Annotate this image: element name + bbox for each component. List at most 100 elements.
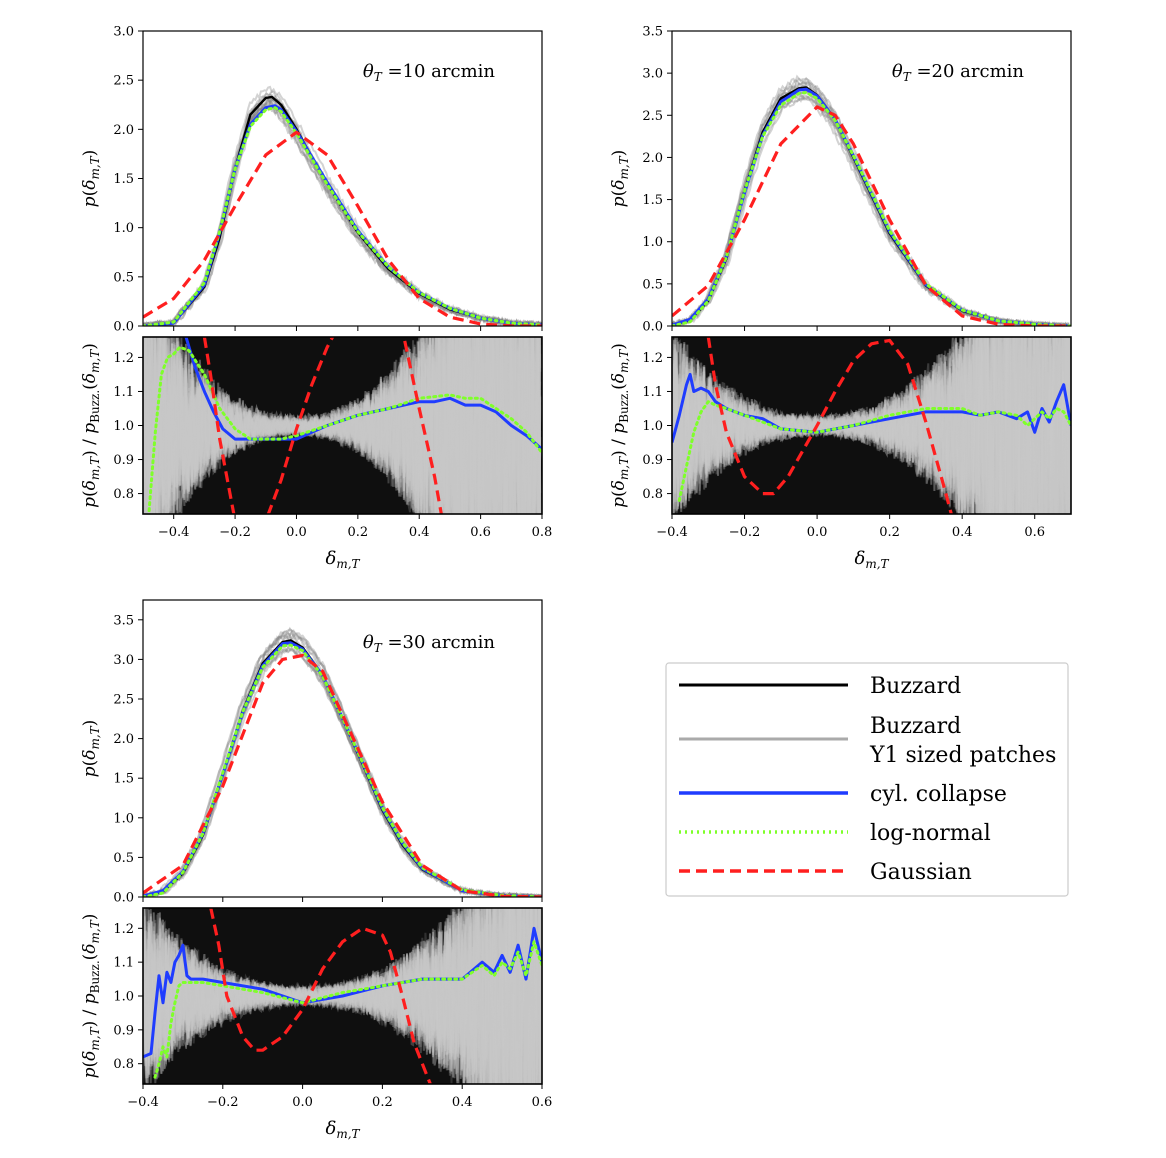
patch-ratio-curve bbox=[672, 337, 1071, 514]
xtick-label: −0.4 bbox=[158, 525, 190, 540]
gaussian-ratio-curve bbox=[202, 337, 443, 514]
patch-ratio-curve bbox=[672, 337, 1071, 514]
patch-ratio-curve bbox=[672, 337, 1070, 514]
patch-curve bbox=[143, 645, 542, 897]
ytick-label: 1.1 bbox=[113, 956, 134, 971]
top-axes-frame bbox=[142, 599, 543, 898]
patch-ratio-curve bbox=[672, 337, 1071, 514]
patch-ratio-curve bbox=[672, 337, 1071, 514]
lognormal-curve bbox=[143, 643, 542, 897]
ytick-label: 3.5 bbox=[113, 613, 134, 628]
lognormal-ratio-curve bbox=[147, 345, 542, 513]
patch-ratio-curve bbox=[143, 908, 542, 1084]
patch-ratio-curve bbox=[143, 337, 542, 514]
ytick-label: 1.1 bbox=[113, 385, 134, 400]
patch-ratio-curve bbox=[143, 337, 540, 514]
patch-ratio-curve bbox=[143, 908, 542, 1084]
patch-curve bbox=[143, 648, 542, 897]
bottom-plot-area bbox=[143, 908, 542, 1084]
legend-label-buzzard: Buzzard bbox=[870, 674, 961, 699]
xlabel: δm,T bbox=[325, 548, 360, 571]
patch-ratio-curve bbox=[143, 908, 542, 1084]
patch-ratio-curve bbox=[143, 337, 541, 514]
ylabel-top: p(δm,T) bbox=[80, 720, 102, 778]
xtick-label: 0.2 bbox=[348, 525, 369, 540]
patch-curve bbox=[672, 94, 1070, 326]
patch-ratio-curve bbox=[143, 337, 542, 514]
top-plot-area bbox=[143, 626, 542, 897]
patch-ratio-curve bbox=[672, 337, 1071, 514]
patch-ratio-curve bbox=[143, 337, 542, 514]
patch-curve bbox=[143, 628, 542, 897]
patch-ratio-curve bbox=[143, 908, 542, 1084]
legend: Buzzard Buzzard Y1 sized patches cyl. col… bbox=[665, 662, 1069, 897]
xtick-label: 0.6 bbox=[1024, 525, 1045, 540]
patch-ratio-curve bbox=[672, 337, 1071, 514]
patch-curve bbox=[143, 641, 542, 897]
lognormal-curve bbox=[143, 106, 542, 326]
ytick-label: 0.5 bbox=[113, 270, 134, 285]
patch-ratio-curve bbox=[672, 337, 1071, 514]
patch-curve bbox=[143, 631, 542, 897]
patch-ratio-curve bbox=[143, 337, 542, 514]
patch-curve bbox=[143, 640, 542, 897]
patch-ratio-curve bbox=[143, 337, 542, 514]
patch-curve bbox=[672, 92, 1070, 326]
ytick-label: 1.0 bbox=[642, 419, 663, 434]
panel-theta-30: 0.0 0.5 1.0 1.5 2.0 2.5 3.0 3.5 θT =30 arcmin p(δ… bbox=[80, 599, 552, 1141]
patch-ratio-curve bbox=[143, 337, 542, 514]
patch-ratio-curve bbox=[672, 337, 1071, 514]
patch-ratio-curve bbox=[143, 337, 542, 514]
ylabel-top: p(δm,T) bbox=[609, 150, 631, 208]
xtick-label: −0.4 bbox=[656, 525, 688, 540]
patch-ratio-curve bbox=[143, 337, 542, 514]
patch-ratio-curve bbox=[143, 337, 540, 514]
patch-ratio-curve bbox=[143, 337, 540, 514]
ytick-label: 0.8 bbox=[113, 487, 134, 502]
bottom-plot-area bbox=[672, 337, 1071, 514]
ytick-label: 2.0 bbox=[642, 151, 663, 166]
ytick-label: 0.8 bbox=[113, 1057, 134, 1072]
xtick-label: 0.0 bbox=[286, 525, 307, 540]
buzzard-curve bbox=[143, 639, 542, 897]
legend-label-lognormal: log-normal bbox=[870, 821, 991, 846]
patch-ratio-curve bbox=[672, 337, 1071, 514]
patch-curve bbox=[143, 645, 542, 897]
panel-annotation: θT =30 arcmin bbox=[363, 632, 496, 655]
ytick-label: 0.0 bbox=[642, 320, 663, 335]
ytick-label: 2.5 bbox=[113, 74, 134, 89]
patch-ratio-curve bbox=[672, 337, 1071, 514]
ytick-label: 2.0 bbox=[113, 123, 134, 138]
ytick-label: 1.0 bbox=[642, 235, 663, 250]
xtick-label: 0.2 bbox=[372, 1095, 393, 1110]
ytick-label: 0.9 bbox=[113, 453, 134, 468]
patch-ratio-curve bbox=[143, 337, 542, 514]
patch-ratio-curve bbox=[143, 337, 542, 514]
ytick-label: 3.0 bbox=[113, 653, 134, 668]
patch-ratio-curve bbox=[143, 337, 542, 514]
patch-curve bbox=[143, 633, 542, 897]
patch-ratio-curve bbox=[143, 337, 542, 514]
patch-ratio-curve bbox=[672, 337, 1071, 514]
patch-ratio-curve bbox=[672, 337, 1071, 514]
ytick-label: 0.0 bbox=[113, 320, 134, 335]
xtick-label: 0.6 bbox=[470, 525, 491, 540]
gaussian-ratio-curve bbox=[706, 337, 953, 514]
ytick-label: 0.8 bbox=[642, 487, 663, 502]
patch-ratio-curve bbox=[143, 908, 542, 1084]
ylabel-top: p(δm,T) bbox=[80, 150, 102, 208]
legend-label-gaussian: Gaussian bbox=[870, 860, 972, 885]
xtick-label: −0.2 bbox=[207, 1095, 239, 1110]
patch-ratio-curve bbox=[143, 337, 542, 514]
lognormal-ratio-curve bbox=[677, 400, 1071, 502]
patch-ratio-curve bbox=[143, 337, 542, 514]
gaussian-curve bbox=[672, 105, 1071, 326]
patch-ratio-curve bbox=[143, 908, 542, 1084]
legend-box bbox=[665, 662, 1069, 897]
ytick-label: 1.2 bbox=[642, 351, 663, 366]
patch-ratio-curve bbox=[143, 337, 541, 514]
patch-ratio-curve bbox=[143, 908, 542, 1084]
patch-ratio-curve bbox=[672, 337, 1071, 514]
patch-ratio-curve bbox=[143, 908, 542, 1084]
